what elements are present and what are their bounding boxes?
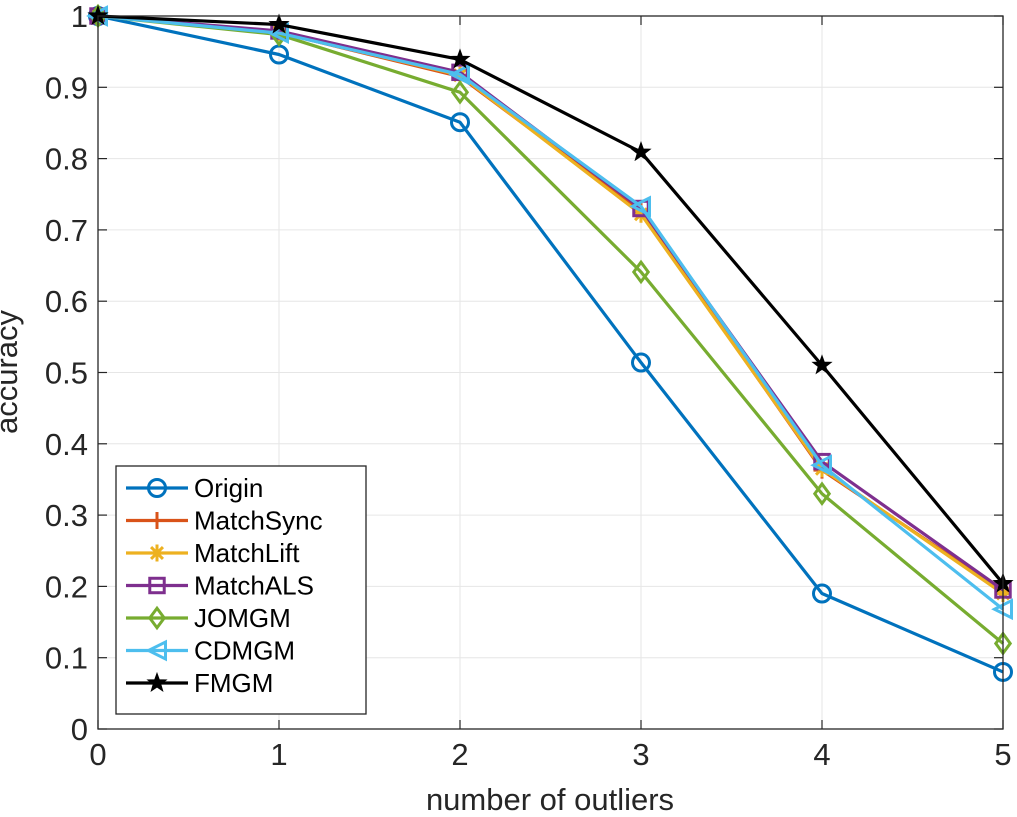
circle-marker <box>147 478 167 498</box>
tick-labels: 0 1 2 3 4 5 0 0.1 0.2 0.3 0.4 0.5 0.6 0.7 0.8 0.9 1 <box>45 0 1012 772</box>
diamond-marker <box>450 79 470 105</box>
y-tick-label: 0.8 <box>45 142 88 177</box>
circle-marker <box>450 112 470 133</box>
plus-marker <box>148 512 166 529</box>
star-marker <box>449 48 471 69</box>
triangle-marker <box>629 195 651 218</box>
legend-label: MatchSync <box>194 506 323 536</box>
legend-box <box>115 465 367 715</box>
legend-item: MatchLift <box>126 538 300 568</box>
y-tick-label: 0.9 <box>45 70 88 105</box>
y-tick-label: 0.3 <box>45 498 88 533</box>
legend-item: Origin <box>126 473 263 503</box>
asterisk-marker <box>148 544 166 562</box>
series-line <box>97 14 1005 585</box>
legend-label: CDMGM <box>194 636 295 666</box>
star-marker <box>630 141 652 162</box>
y-tick-label: 0.2 <box>45 569 88 604</box>
square-marker <box>148 576 166 595</box>
legend-item: JOMGM <box>126 603 291 633</box>
circle-marker <box>812 583 832 604</box>
y-tick-label: 1 <box>71 0 88 34</box>
asterisk-marker <box>632 205 650 223</box>
x-axis-label: number of outliers <box>426 782 674 817</box>
x-tick-label: 5 <box>994 737 1011 772</box>
diamond-marker <box>631 259 651 285</box>
legend-item: CDMGM <box>126 636 295 666</box>
star-marker <box>146 671 168 692</box>
y-tick-label: 0 <box>71 712 88 747</box>
triangle-marker <box>448 63 470 86</box>
star-marker <box>811 354 833 375</box>
y-axis-label: accuracy <box>0 309 24 434</box>
x-tick-label: 0 <box>89 737 106 772</box>
series-line <box>97 14 1004 611</box>
legend-item: MatchSync <box>126 506 323 536</box>
y-tick-label: 0.4 <box>45 427 88 462</box>
legend-item: FMGM <box>126 668 273 698</box>
diamond-marker <box>812 481 832 507</box>
x-tick-label: 2 <box>451 737 468 772</box>
legend-label: JOMGM <box>194 603 291 633</box>
triangle-marker <box>145 639 167 662</box>
y-tick-label: 0.7 <box>45 213 88 248</box>
legend-label: MatchALS <box>194 571 314 601</box>
plot-frame <box>97 15 1004 730</box>
x-tick-label: 3 <box>632 737 649 772</box>
legend-label: FMGM <box>194 668 273 698</box>
diamond-marker <box>147 605 167 631</box>
legend-item: MatchALS <box>126 571 314 601</box>
triangle-marker <box>810 454 832 477</box>
x-tick-label: 1 <box>270 737 287 772</box>
legend-label: Origin <box>194 473 263 503</box>
x-tick-label: 4 <box>813 737 830 772</box>
legend: OriginMatchSyncMatchLiftMatchALSJOMGMCDM… <box>115 465 367 715</box>
y-tick-label: 0.1 <box>45 641 88 676</box>
y-tick-label: 0.6 <box>45 284 88 319</box>
star-marker <box>268 13 290 34</box>
y-tick-label: 0.5 <box>45 356 88 391</box>
circle-marker <box>631 352 651 373</box>
series-line <box>97 14 1004 674</box>
legend-label: MatchLift <box>194 538 300 568</box>
